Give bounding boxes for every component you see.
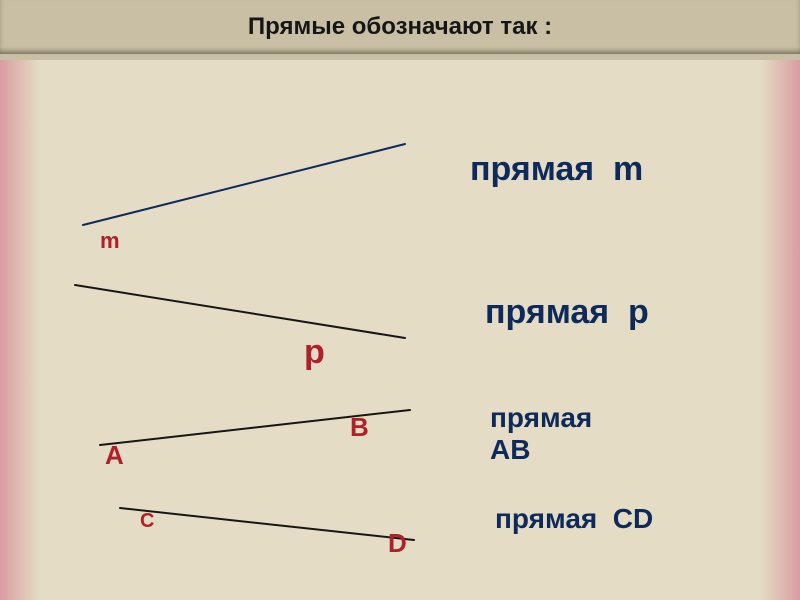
label-A: A [105,440,124,471]
content-panel [0,60,800,600]
left-gradient [0,60,39,600]
right-label-ab2: АВ [490,434,530,466]
slide-title-bar: Прямые обозначают так : [0,0,800,54]
label-p: p [304,333,325,372]
label-C: C [140,510,154,533]
slide-title: Прямые обозначают так : [248,13,552,40]
right-label-ab1: прямая [490,402,592,434]
right-label-m: прямая m [470,150,643,189]
label-B: B [350,412,369,443]
right-label-cd: прямая СD [495,503,653,535]
label-m: m [100,228,120,254]
right-gradient [761,60,800,600]
slide-canvas: Прямые обозначают так : m p A B C D прям… [0,0,800,600]
right-label-p: прямая p [485,293,649,332]
label-D: D [388,528,407,559]
